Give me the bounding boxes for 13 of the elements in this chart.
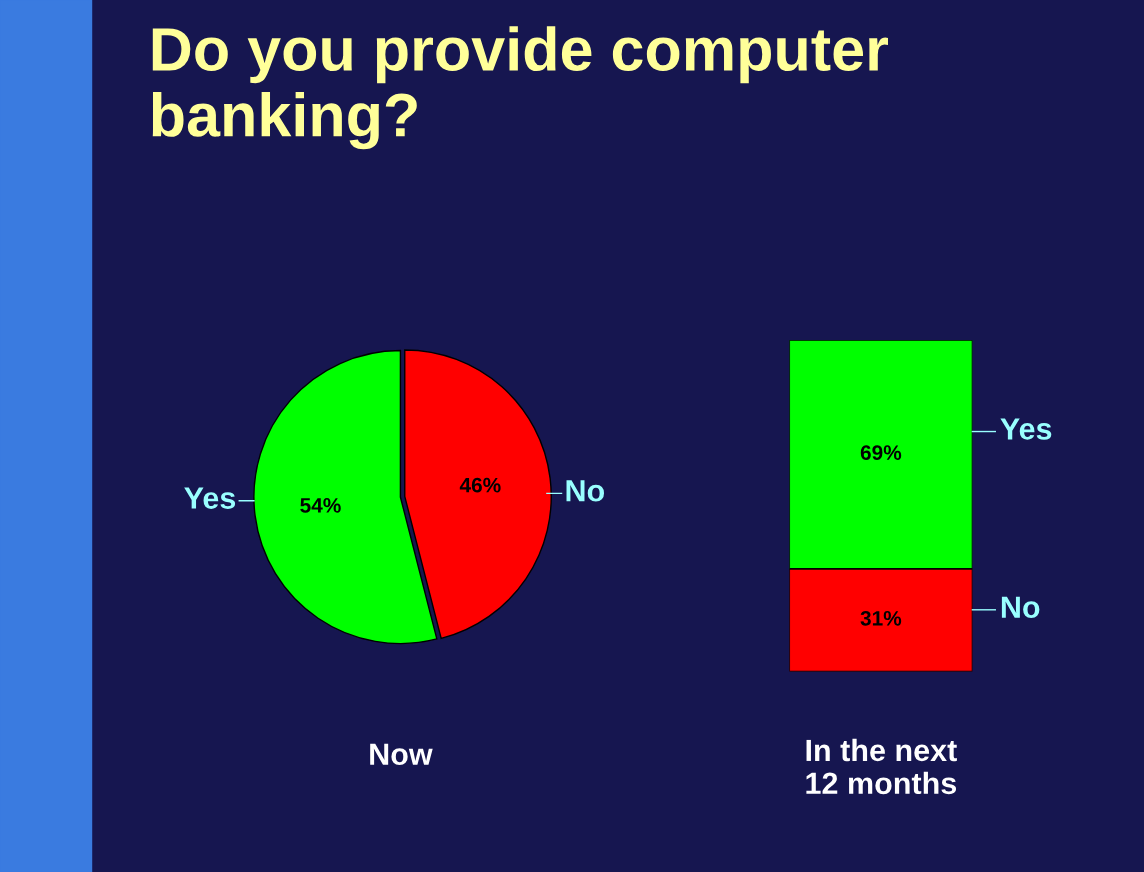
- data-label: 46%: [459, 477, 501, 493]
- series-label: Yes: [1000, 418, 1052, 440]
- text: Now: [370, 743, 433, 766]
- slice-label: Yes: [184, 487, 236, 509]
- slice-label: No: [566, 480, 605, 502]
- pie-slice: [404, 349, 552, 640]
- data-label: 31%: [860, 610, 902, 626]
- x-axis-title: In the next 12 months: [806, 738, 957, 795]
- chart-title: Do you provide computer banking?: [152, 26, 888, 150]
- data-label: 54%: [300, 498, 341, 513]
- data-label: 69%: [860, 445, 902, 460]
- pie-slice: [253, 349, 438, 645]
- series-label: No: [1001, 596, 1040, 619]
